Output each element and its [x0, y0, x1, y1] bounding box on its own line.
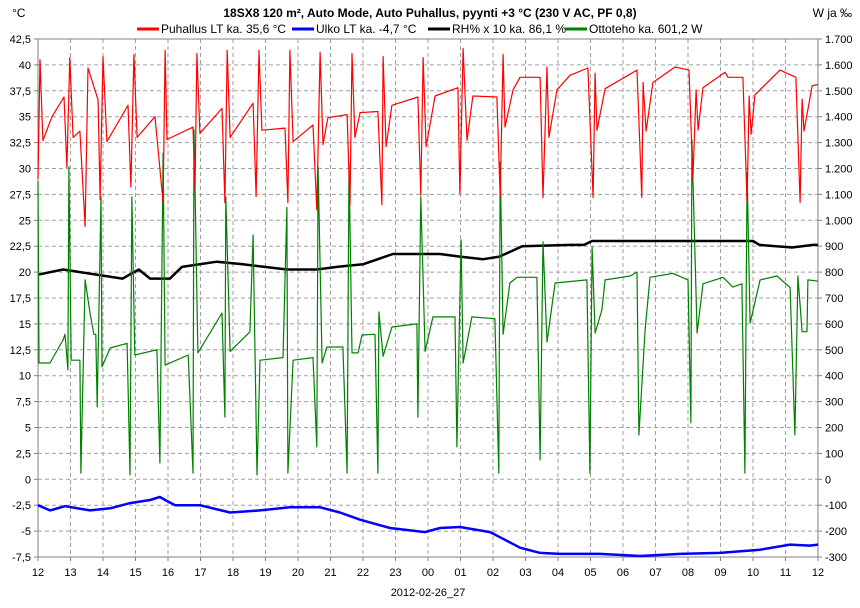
- series-line: [37, 239, 818, 280]
- left-axis-unit: °C: [12, 6, 26, 20]
- x-tick-label: 02: [487, 567, 499, 579]
- y-left-tick-label: 2,5: [16, 448, 31, 460]
- y-left-tick-label: 7,5: [16, 397, 31, 409]
- chart-title: 18SX8 120 m², Auto Mode, Auto Puhallus, …: [223, 6, 636, 20]
- y-right-tick-label: 400: [825, 371, 843, 383]
- y-right-tick-label: 500: [825, 345, 843, 357]
- x-tick-label: 16: [162, 567, 174, 579]
- y-left-tick-label: 22,5: [10, 241, 31, 253]
- y-left-tick-label: 32,5: [10, 138, 31, 150]
- x-axis-label: 2012-02-26_27: [391, 587, 466, 599]
- y-left-tick-label: 40: [19, 60, 31, 72]
- y-left-tick-label: 35: [19, 112, 31, 124]
- y-right-tick-label: 1.400: [825, 112, 853, 124]
- legend-label: Puhallus LT ka. 35,6 °C: [161, 22, 286, 36]
- y-left-tick-label: -7,5: [12, 552, 31, 564]
- legend-label: Ottoteho ka. 601,2 W: [589, 22, 703, 36]
- legend: Puhallus LT ka. 35,6 °C Ulko LT ka. -4,7 …: [137, 22, 703, 36]
- x-tick-label: 05: [584, 567, 596, 579]
- x-tick-label: 12: [32, 567, 44, 579]
- y-right-tick-label: 1.100: [825, 189, 853, 201]
- y-right-tick-label: 1.000: [825, 215, 853, 227]
- y-left-tick-label: 27,5: [10, 189, 31, 201]
- y-right-tick-label: 1.500: [825, 86, 853, 98]
- y-left-tick-label: 30: [19, 164, 31, 176]
- legend-label: Ulko LT ka. -4,7 °C: [316, 22, 417, 36]
- y-right-tick-label: -100: [825, 500, 847, 512]
- y-left-tick-label: 17,5: [10, 293, 31, 305]
- x-tick-label: 01: [454, 567, 466, 579]
- x-tick-label: 11: [780, 567, 791, 579]
- y-left-tick-label: 5: [25, 423, 31, 435]
- y-right-tick-label: -200: [825, 526, 847, 538]
- x-tick-label: 13: [64, 567, 76, 579]
- x-tick-label: 22: [357, 567, 369, 579]
- y-right-tick-label: -300: [825, 552, 847, 564]
- y-right-tick-label: 600: [825, 319, 843, 331]
- y-right-tick-label: 1.600: [825, 60, 853, 72]
- x-tick-label: 15: [129, 567, 141, 579]
- y-left-tick-label: 10: [19, 371, 31, 383]
- series-line: [37, 495, 819, 558]
- y-right-tick-label: 900: [825, 241, 843, 253]
- x-tick-label: 07: [649, 567, 661, 579]
- series-line: [37, 47, 819, 228]
- y-left-tick-label: 12,5: [10, 345, 31, 357]
- y-right-tick-label: 1.200: [825, 164, 853, 176]
- y-left-tick-label: 0: [25, 474, 31, 486]
- x-tick-label: 14: [97, 567, 109, 579]
- series-lines: [37, 47, 819, 558]
- x-tick-label: 19: [259, 567, 271, 579]
- axis-ticks: 42,5 1.700 40 1.600 37,5 1.500 35 1.400 32,5 1.30…: [10, 34, 853, 579]
- y-left-tick-label: 20: [19, 267, 31, 279]
- y-left-tick-label: 42,5: [10, 34, 31, 46]
- y-right-tick-label: 300: [825, 397, 843, 409]
- x-tick-label: 17: [194, 567, 206, 579]
- x-tick-label: 06: [617, 567, 629, 579]
- series-line: [37, 129, 819, 476]
- x-tick-label: 10: [747, 567, 759, 579]
- right-axis-unit: W ja ‰: [813, 6, 852, 20]
- y-right-tick-label: 100: [825, 448, 843, 460]
- x-tick-label: 09: [714, 567, 726, 579]
- y-right-tick-label: 1.700: [825, 34, 853, 46]
- y-right-tick-label: 700: [825, 293, 843, 305]
- y-left-tick-label: 15: [19, 319, 31, 331]
- y-right-tick-label: 200: [825, 423, 843, 435]
- x-tick-label: 00: [422, 567, 434, 579]
- x-tick-label: 18: [227, 567, 239, 579]
- y-right-tick-label: 800: [825, 267, 843, 279]
- x-tick-label: 08: [682, 567, 694, 579]
- legend-label: RH% x 10 ka. 86,1 %: [452, 22, 566, 36]
- x-tick-label: 20: [292, 567, 304, 579]
- grid: [34, 38, 822, 561]
- x-tick-label: 04: [552, 567, 564, 579]
- y-left-tick-label: 37,5: [10, 86, 31, 98]
- y-right-tick-label: 0: [825, 474, 831, 486]
- y-left-tick-label: 25: [19, 215, 31, 227]
- x-tick-label: 21: [324, 567, 336, 579]
- y-left-tick-label: -2,5: [12, 500, 31, 512]
- x-tick-label: 23: [389, 567, 401, 579]
- y-right-tick-label: 1.300: [825, 138, 853, 150]
- plot-border: [37, 38, 819, 558]
- y-left-tick-label: -5: [21, 526, 31, 538]
- x-tick-label: 03: [519, 567, 531, 579]
- x-tick-label: 12: [812, 567, 824, 579]
